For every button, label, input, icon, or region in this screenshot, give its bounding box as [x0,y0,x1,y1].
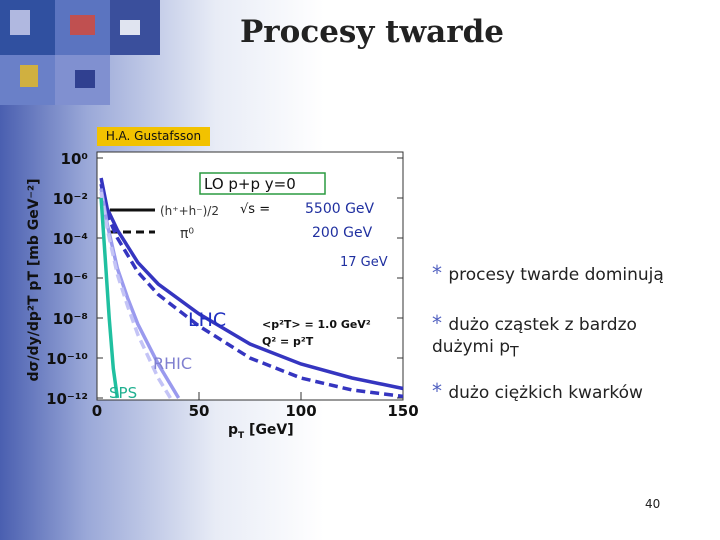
y-axis-label: dσ/dy/dp²T pT [mb GeV⁻²] [26,179,42,382]
y-tick-label: 10⁻¹⁰ [46,350,88,368]
slide-title: Procesy twarde [240,14,504,50]
x-tick-label: 50 [189,402,210,420]
bullet-subscript: T [510,344,519,361]
annotation: LHC [188,309,226,331]
annotation: 5500 GeV [305,201,375,217]
stained-glass [0,0,160,105]
bullet-text: procesy twarde dominują [448,265,664,285]
y-tick-label: 10⁻² [53,190,88,208]
bullet: * dużo cząstek z bardzo dużymi pT [432,311,637,361]
annotation: <p²T> = 1.0 GeV² [262,318,371,331]
x-axis-label-part: p [228,422,238,438]
annotation: SPS [109,384,137,402]
annotation: π⁰ [180,226,194,242]
x-tick-label: 100 [285,402,316,420]
x-axis-label-part: [GeV] [244,422,294,438]
y-tick-label: 10⁻⁶ [53,270,88,288]
annotation: (h⁺+h⁻)/2 [160,204,219,218]
x-axis-label-sub: T [238,431,245,441]
series-line [99,191,172,399]
x-tick-label: 150 [387,402,418,420]
y-tick-label: 10⁻⁸ [53,310,88,328]
credit: H.A. Gustafsson [97,127,210,146]
bullet: * procesy twarde dominują [432,261,664,285]
annotation: Q² = p²T [262,335,314,348]
annotation: 200 GeV [312,225,373,241]
y-tick-label: 10⁰ [61,150,88,168]
series-line [99,183,404,399]
bullet-text: dużo ciężkich kwarków [448,383,643,403]
y-tick-label: 10⁻⁴ [53,230,88,248]
x-tick-label: 0 [92,402,102,420]
annotation: √s = [240,202,270,217]
y-tick-label: 10⁻¹² [46,390,88,408]
annotation: 17 GeV [340,255,388,270]
series-line [99,177,404,391]
bullet: * dużo ciężkich kwarków [432,379,643,403]
annotation: LO p+p y=0 [204,175,296,193]
series-line [99,197,120,399]
page-number: 40 [645,497,661,511]
annotation: RHIC [153,354,192,373]
bullet-text: dużo cząstek z bardzo dużymi p [432,315,637,357]
annotation-box [199,172,326,195]
x-axis-label: pT [GeV] [228,422,294,441]
